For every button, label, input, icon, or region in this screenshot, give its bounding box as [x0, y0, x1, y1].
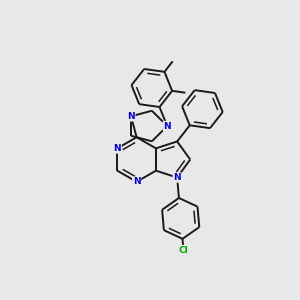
Text: Cl: Cl: [178, 246, 188, 255]
Text: N: N: [173, 173, 181, 182]
Text: N: N: [113, 144, 121, 153]
Text: N: N: [133, 177, 140, 186]
Text: N: N: [127, 112, 135, 121]
Text: N: N: [164, 122, 171, 130]
